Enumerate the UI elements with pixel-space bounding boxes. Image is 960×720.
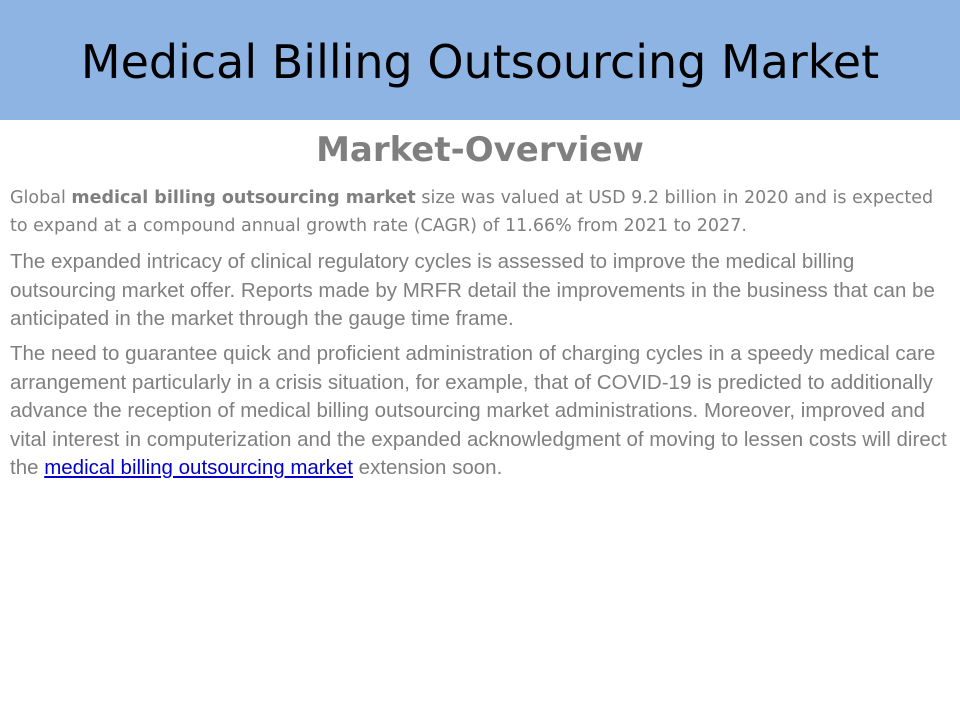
overview-rest: size was valued at USD 9.2 billion in 20… (10, 188, 934, 236)
section-heading: Market-Overview (316, 130, 644, 170)
title-bar: Medical Billing Outsourcing Market (0, 0, 960, 120)
overview-bold-term: medical billing outsourcing market (71, 188, 416, 208)
growth-tail: extension soon. (352, 456, 503, 479)
overview-lead: Global (10, 188, 72, 208)
market-link[interactable]: medical billing outsourcing market (44, 456, 353, 479)
growth-paragraph: The need to guarantee quick and proficie… (10, 340, 955, 483)
regulatory-paragraph: The expanded intricacy of clinical regul… (10, 250, 935, 330)
overview-paragraph: Global medical billing outsourcing marke… (10, 184, 955, 240)
growth-text: The need to guarantee quick and proficie… (10, 342, 947, 479)
slide-title: Medical Billing Outsourcing Market (80, 35, 880, 89)
